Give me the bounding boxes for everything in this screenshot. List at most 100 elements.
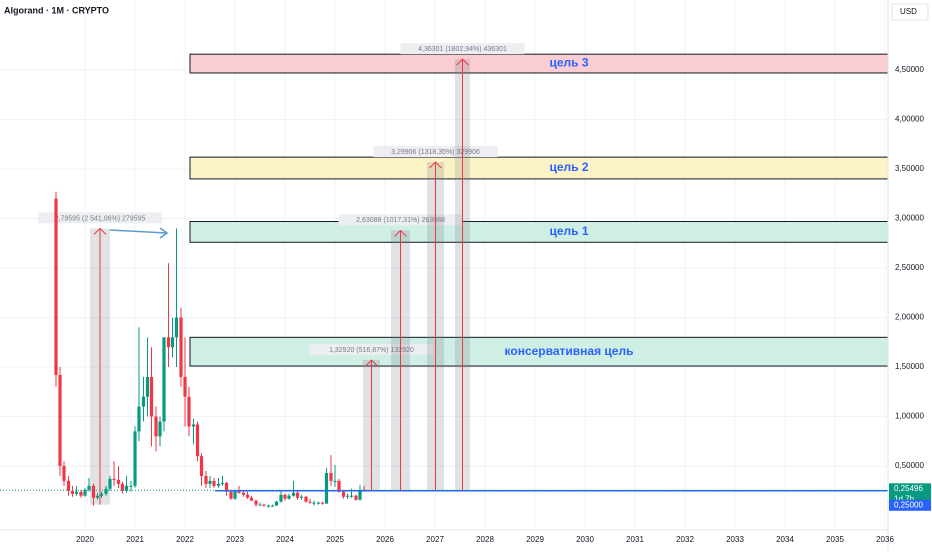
- candle-body: [220, 482, 225, 484]
- x-tick-label: 2034: [776, 535, 794, 544]
- candle-body: [312, 502, 316, 504]
- candle-body: [237, 490, 241, 493]
- candle-body: [195, 424, 200, 457]
- candle-body: [87, 485, 91, 490]
- candle-body: [108, 478, 112, 489]
- candle-body: [129, 485, 133, 487]
- candle-body: [212, 480, 216, 486]
- candle-body: [145, 376, 150, 397]
- candle-body: [133, 431, 137, 486]
- price-label: 0,25496: [894, 484, 923, 493]
- candle-body: [179, 317, 183, 377]
- candle-body: [112, 478, 116, 480]
- measures: 2,79595 (2 541,06%) 279595 1,32920 (516,8…: [38, 43, 525, 505]
- candle-body: [295, 492, 300, 498]
- x-tick-label: 2021: [126, 535, 144, 544]
- candle-body: [162, 337, 166, 422]
- currency[interactable]: USD: [900, 7, 917, 16]
- candle-body: [170, 337, 175, 348]
- price-label-box: [889, 499, 931, 511]
- measure-arrowhead: [365, 359, 378, 367]
- y-tick-label: 0,50000: [895, 461, 924, 470]
- candle-body: [291, 492, 296, 496]
- x-tick-label: 2028: [476, 535, 494, 544]
- y-tick-label: 2,50000: [895, 263, 924, 272]
- x-tick-label: 2023: [226, 535, 244, 544]
- candle-body: [341, 491, 346, 497]
- target-zone: [189, 156, 889, 180]
- candle-body: [91, 485, 96, 498]
- candle-body: [249, 497, 254, 501]
- candle-body: [266, 505, 271, 507]
- candle-body: [62, 466, 66, 481]
- candle-body: [104, 488, 108, 494]
- candle-body: [137, 406, 141, 432]
- candle-body: [274, 501, 279, 506]
- y-tick-label: 2,00000: [895, 313, 924, 322]
- measure-label: 2,79595 (2 541,06%) 279595: [55, 215, 146, 222]
- x-tick-label: 2025: [326, 535, 344, 544]
- zones: консервативная цель цель 1 цель 2 цель 3: [189, 53, 889, 367]
- zone-label: консервативная цель: [505, 344, 634, 358]
- candle-body: [354, 495, 358, 500]
- zone-label: цель 2: [549, 160, 588, 174]
- candle-body: [320, 502, 325, 504]
- candle-body: [154, 416, 158, 437]
- measure-label-bg: [373, 146, 498, 158]
- x-tick-label: 2022: [176, 535, 194, 544]
- y-tick-label: 1,00000: [895, 412, 924, 421]
- y-tick-label: 3,50000: [895, 164, 924, 173]
- candle-body: [79, 491, 83, 496]
- x-tick-label: 2033: [726, 535, 744, 544]
- candle-body: [224, 482, 229, 492]
- zone-label: цель 3: [549, 56, 588, 70]
- candle-body: [99, 493, 104, 496]
- target-zone: [189, 53, 889, 74]
- candle-body: [279, 494, 283, 502]
- candle-body: [245, 494, 250, 498]
- candle-body: [358, 489, 362, 500]
- candle-body: [337, 480, 341, 492]
- candle-body: [262, 504, 266, 506]
- measure-label: 4,36301 (1802,94%) 436301: [418, 46, 507, 53]
- candle-body: [120, 483, 125, 491]
- candle-body: [329, 472, 333, 481]
- candle-body: [187, 396, 191, 427]
- candle-body: [116, 479, 121, 484]
- candle-body: [349, 495, 354, 497]
- x-tick-label: 2031: [626, 535, 644, 544]
- x-tick-label: 2032: [676, 535, 694, 544]
- y-tick-label: 4,00000: [895, 115, 924, 124]
- candle-body: [70, 490, 75, 494]
- candle-body: [333, 480, 337, 482]
- measure-label: 3,29906 (1318,35%) 329906: [391, 149, 480, 156]
- measure-label-bg: [38, 212, 162, 224]
- x-tick-label: 2036: [876, 535, 894, 544]
- candle-body: [233, 490, 237, 499]
- measure-arrowhead: [93, 227, 107, 235]
- candle-body: [66, 480, 71, 491]
- candle-body: [216, 483, 221, 486]
- candle-body: [174, 317, 179, 338]
- candle-body: [166, 337, 171, 348]
- candle-body: [308, 501, 312, 503]
- x-tick-label: 2027: [426, 535, 444, 544]
- candle-body: [191, 424, 196, 427]
- candle-body: [74, 491, 79, 494]
- candle-body: [58, 374, 62, 467]
- arrow: [109, 227, 169, 239]
- candle-body: [254, 500, 258, 505]
- candles: [0, 191, 888, 508]
- candle-body: [304, 496, 308, 502]
- measure-label-bg: [400, 43, 525, 55]
- candle-body: [95, 495, 100, 498]
- y-tick-label: 1,50000: [895, 362, 924, 371]
- candle-body: [345, 495, 350, 497]
- candle-body: [141, 396, 146, 407]
- candle-body: [158, 421, 162, 437]
- axes: 0,50000 1,00000 1,50000 2,00000 2,50000 3,000…: [76, 65, 931, 544]
- currency-box[interactable]: [891, 3, 929, 21]
- candle-body: [270, 505, 275, 507]
